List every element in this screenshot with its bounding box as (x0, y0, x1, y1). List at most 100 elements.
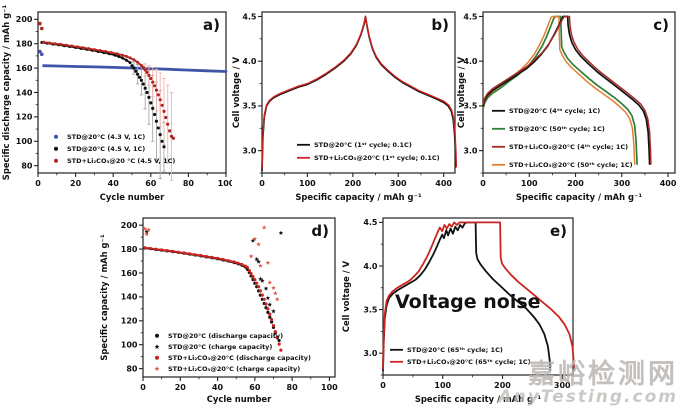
panel-a-capacity-fade-chart: 0 20 40 60 80 100 80 100 120 140 160 180 200 Cycle nu… (0, 0, 232, 205)
legend-label: STD@20°C (discharge capacity) (168, 332, 283, 340)
x-tick-label: 100 (218, 179, 232, 188)
panel-letter-e: e) (550, 222, 567, 240)
chart-c: 0 100 200 300 400 3.0 3.5 4.0 4.5 Specific capaci… (456, 11, 677, 202)
legend-label: STD@20°C (1ˢᵗ cycle; 0.1C) (314, 141, 412, 149)
panel-e-voltage-noise-chart: 0 100 200 300 3.0 3.5 4.0 4.5 Specific capacity … (340, 205, 585, 407)
panel-c-cycle-voltage-chart: 0 100 200 300 400 3.0 3.5 4.0 4.5 Specific capaci… (455, 0, 680, 205)
y-tick-label: 4.5 (363, 218, 378, 227)
panel-letter-a: a) (203, 16, 220, 34)
x-tick-label: 300 (613, 179, 630, 188)
series-std-50th (482, 15, 638, 165)
series-std-4th (482, 15, 651, 165)
annotation-voltage-noise: Voltage noise (395, 291, 541, 313)
x-tick-label: 400 (660, 179, 677, 188)
legend-c: STD@20°C (4ᵗʰ cycle; 1C) STD@20°C (50ᵗʰ c… (492, 107, 633, 169)
x-tick-label: 40 (212, 383, 224, 392)
series-li2co3-drop (141, 63, 175, 181)
x-tick-label: 80 (287, 383, 299, 392)
legend-label: STD@20°C (4.5 V, 1C) (67, 145, 145, 153)
y-tick-label: 4.0 (463, 57, 478, 66)
x-axis-label: Specific capacity / mAh g⁻¹ (516, 192, 643, 202)
x-tick-label: 60 (145, 179, 157, 188)
y-axis-label: Cell voltage / V (456, 56, 466, 128)
legend-label: STD+Li₂CO₃@20°C (discharge capacity) (168, 354, 311, 362)
y-tick-label: 200 (16, 15, 33, 24)
y-axis-label: Cell voltage / V (341, 260, 351, 332)
chart-d: 0 20 40 60 80 100 80 100 120 140 160 180 200 Cycle nu… (99, 217, 338, 404)
series-li2co3-start (38, 21, 44, 31)
x-axis-label: Specific capacity / mAh g⁻¹ (295, 192, 422, 202)
series-li2co3-4th (482, 15, 652, 165)
legend-a: STD@20°C (4.3 V, 1C) STD@20°C (4.5 V, 1C)… (54, 133, 175, 165)
panel-letter-c: c) (653, 16, 669, 34)
y-tick-label: 140 (16, 88, 33, 97)
plot-frame (482, 11, 676, 174)
plot-frame (142, 217, 336, 378)
y-tick-label: 80 (126, 364, 138, 373)
series-li2co3-band (42, 40, 143, 67)
legend-label: STD@20°C (65ᵗʰ cycle; 1C) (407, 346, 503, 354)
y-tick-label: 160 (121, 269, 138, 278)
x-axis-label: Specific capacity / mAh g⁻¹ (415, 394, 542, 404)
y-tick-label: 100 (121, 341, 138, 350)
panel-letter-d: d) (311, 222, 329, 240)
series-li2co3-discharge-band (143, 246, 249, 269)
x-tick-label: 400 (435, 179, 452, 188)
x-tick-label: 60 (249, 383, 261, 392)
y-tick-label: 3.0 (463, 146, 478, 155)
y-tick-label: 100 (16, 137, 33, 146)
x-tick-label: 0 (380, 381, 386, 390)
y-tick-label: 3.5 (242, 102, 257, 111)
y-tick-label: 160 (16, 64, 33, 73)
x-tick-label: 0 (259, 179, 265, 188)
series-li2co3-65th (382, 221, 576, 372)
legend-label: STD@20°C (4ᵗʰ cycle; 1C) (509, 107, 600, 115)
y-axis-label: Specific discharge capacity / mAh g⁻¹ (1, 4, 11, 180)
series-std-charge (144, 229, 284, 314)
legend-label: STD+Li₂CO₃@20°C (4ᵗʰ cycle; 1C) (509, 143, 628, 151)
panel-letter-b: b) (431, 16, 449, 34)
series-std-4p3V-line (42, 64, 228, 73)
series-li2co3-discharge-drop (247, 269, 283, 352)
legend-label: STD@20°C (charge capacity) (168, 343, 272, 351)
chart-b: 0 100 200 300 400 3.0 3.5 4.0 4.5 Specific capaci… (231, 11, 458, 202)
y-tick-label: 4.5 (463, 12, 478, 21)
y-axis-label: Specific capacity / mAh g⁻¹ (99, 234, 109, 361)
x-tick-label: 20 (175, 383, 187, 392)
panel-d-charge-discharge-capacity-chart: 0 20 40 60 80 100 80 100 120 140 160 180 200 Cycle nu… (98, 205, 340, 407)
series-li2co3-1st (261, 15, 458, 170)
x-tick-label: 100 (521, 179, 538, 188)
legend-b: STD@20°C (1ˢᵗ cycle; 0.1C) STD+Li₂CO₃@20°… (297, 141, 440, 162)
chart-a: 0 20 40 60 80 100 80 100 120 140 160 180 200 Cycle nu… (1, 4, 232, 202)
x-tick-label: 300 (390, 179, 407, 188)
series-std-4p3V-start (38, 49, 44, 57)
y-tick-label: 140 (121, 293, 138, 302)
plot-frame (382, 217, 574, 376)
legend-e: STD@20°C (65ᵗʰ cycle; 1C) STD+Li₂CO₃@20°C… (390, 346, 531, 366)
x-tick-label: 100 (434, 381, 451, 390)
x-tick-label: 40 (108, 179, 120, 188)
legend-label: STD+Li₂CO₃@20°C (charge capacity) (168, 365, 300, 373)
x-tick-label: 0 (140, 383, 146, 392)
x-tick-label: 0 (480, 179, 486, 188)
x-tick-label: 100 (299, 179, 316, 188)
chart-e: 0 100 200 300 3.0 3.5 4.0 4.5 Specific capacity … (341, 217, 576, 404)
x-tick-label: 0 (35, 179, 41, 188)
x-axis-label: Cycle number (207, 394, 272, 404)
y-tick-label: 3.0 (242, 146, 257, 155)
y-tick-label: 180 (121, 245, 138, 254)
y-tick-label: 4.5 (242, 12, 257, 21)
x-tick-label: 20 (70, 179, 82, 188)
series-li2co3-charge (142, 225, 280, 302)
legend-label: STD+Li₂CO₃@20°C (1ˢᵗ cycle; 0.1C) (314, 154, 440, 162)
y-axis-label: Cell voltage / V (231, 56, 241, 128)
x-tick-label: 200 (344, 179, 361, 188)
legend-label: STD+Li₂CO₃@20°C (50ᵗʰ cycle; 1C) (509, 161, 633, 169)
x-axis-label: Cycle number (100, 192, 165, 202)
x-tick-label: 80 (183, 179, 195, 188)
y-tick-label: 80 (21, 161, 33, 170)
y-tick-label: 4.0 (363, 262, 378, 271)
series-li2co3-50th (482, 15, 636, 165)
y-tick-label: 120 (121, 317, 138, 326)
